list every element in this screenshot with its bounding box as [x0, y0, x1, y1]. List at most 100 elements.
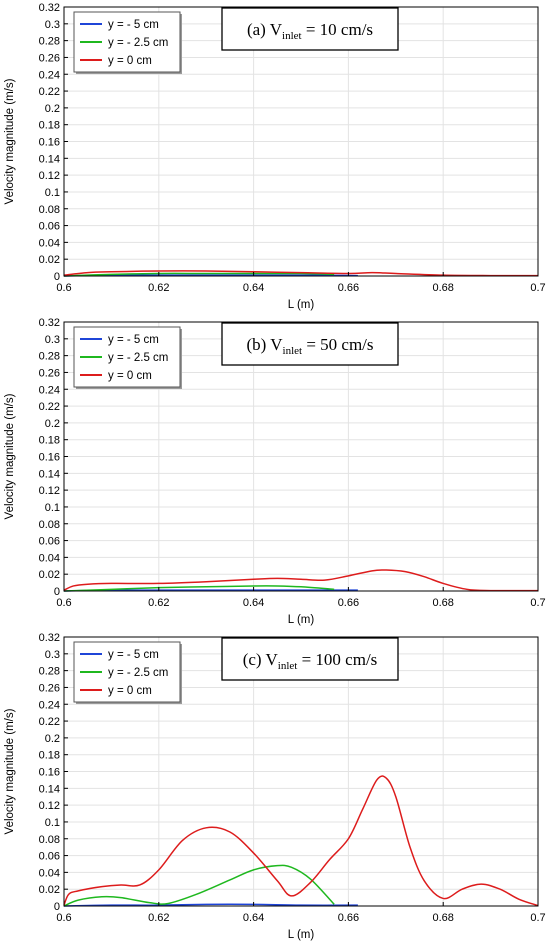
- series-line-3: [63, 569, 539, 592]
- x-tick-label: 0.6: [56, 912, 71, 924]
- y-tick-label: 0.1: [45, 187, 60, 199]
- legend-label-1: y = - 5 cm: [108, 649, 159, 661]
- y-tick-label: 0.02: [39, 884, 60, 896]
- y-tick-label: 0.24: [39, 384, 60, 396]
- legend-label-2: y = - 2.5 cm: [108, 352, 168, 364]
- y-tick-label: 0: [54, 901, 60, 913]
- y-tick-label: 0.06: [39, 851, 60, 863]
- annotation-prefix: (b) V: [246, 335, 283, 354]
- chart-a-svg: 0.6 0.62 0.64 0.66 0.68 0.7 0 0.02 0.04 0.06 0.08 0…: [4, 2, 546, 311]
- y-tick-label: 0: [54, 271, 60, 283]
- y-tick-label: 0.04: [39, 237, 60, 249]
- y-tick-label: 0.1: [45, 817, 60, 829]
- y-tick-label: 0.1: [45, 502, 60, 514]
- y-tick-label: 0.32: [39, 317, 60, 329]
- y-axis-label: Velocity magnitude (m/s): [4, 708, 16, 834]
- y-tick-label: 0.3: [45, 19, 60, 31]
- annotation-text: (c) Vinlet = 100 cm/s: [243, 650, 378, 672]
- y-tick-label: 0.14: [39, 153, 60, 165]
- legend-label-3: y = 0 cm: [108, 55, 152, 67]
- y-tick-label: 0.32: [39, 2, 60, 14]
- y-tick-label: 0.24: [39, 69, 60, 81]
- y-tick-label: 0.02: [39, 254, 60, 266]
- y-tick-label: 0.16: [39, 767, 60, 779]
- x-tick-label: 0.66: [338, 282, 359, 294]
- y-tick-label: 0.08: [39, 834, 60, 846]
- series-line-3: [63, 775, 539, 907]
- y-tick-label: 0.26: [39, 367, 60, 379]
- y-tick-label: 0.14: [39, 468, 60, 480]
- x-tick-label: 0.66: [338, 597, 359, 609]
- legend-label-1: y = - 5 cm: [108, 19, 159, 31]
- y-tick-label: 0.08: [39, 519, 60, 531]
- y-tick-label: 0: [54, 586, 60, 598]
- chart-c-svg: 0.6 0.62 0.64 0.66 0.68 0.7 0 0.02 0.04 0.06 0.08 0…: [4, 632, 546, 941]
- y-tick-label: 0.06: [39, 536, 60, 548]
- y-axis-label: Velocity magnitude (m/s): [4, 78, 16, 204]
- x-tick-label: 0.68: [432, 912, 453, 924]
- legend-label-3: y = 0 cm: [108, 685, 152, 697]
- y-tick-label: 0.18: [39, 120, 60, 132]
- annotation-prefix: (a) V: [247, 20, 283, 39]
- x-tick-label: 0.64: [243, 282, 264, 294]
- series-line-2: [63, 272, 335, 277]
- y-tick-label: 0.12: [39, 485, 60, 497]
- y-tick-label: 0.04: [39, 552, 60, 564]
- annotation-box: [221, 637, 399, 681]
- y-tick-label: 0.02: [39, 569, 60, 581]
- annotation-text: (a) Vinlet = 10 cm/s: [247, 20, 373, 42]
- y-tick-label: 0.06: [39, 221, 60, 233]
- x-axis-label: L (m): [288, 929, 315, 941]
- annotation-suffix: = 100 cm/s: [297, 650, 377, 669]
- x-axis-label: L (m): [288, 299, 315, 311]
- annotation-suffix: = 10 cm/s: [302, 20, 373, 39]
- y-tick-label: 0.26: [39, 52, 60, 64]
- series-line-2: [63, 585, 335, 592]
- x-tick-label: 0.7: [530, 597, 545, 609]
- chart-panel-c: 0.6 0.62 0.64 0.66 0.68 0.7 0 0.02 0.04 0.06 0.08 0…: [0, 630, 550, 946]
- y-tick-label: 0.18: [39, 750, 60, 762]
- annotation-subscript: inlet: [282, 30, 302, 42]
- y-tick-label: 0.14: [39, 783, 60, 795]
- annotation-box: [221, 7, 399, 51]
- y-tick-label: 0.2: [45, 418, 60, 430]
- y-tick-label: 0.22: [39, 716, 60, 728]
- legend-label-3: y = 0 cm: [108, 370, 152, 382]
- chart-panel-a: 0.6 0.62 0.64 0.66 0.68 0.7 0 0.02 0.04 0.06 0.08 0…: [0, 0, 550, 316]
- y-tick-label: 0.16: [39, 452, 60, 464]
- chart-panel-b: 0.6 0.62 0.64 0.66 0.68 0.7 0 0.02 0.04 0.06 0.08 0…: [0, 315, 550, 631]
- y-tick-label: 0.08: [39, 204, 60, 216]
- y-tick-label: 0.28: [39, 666, 60, 678]
- y-axis-label: Velocity magnitude (m/s): [4, 393, 16, 519]
- y-tick-label: 0.2: [45, 733, 60, 745]
- x-tick-label: 0.64: [243, 597, 264, 609]
- y-tick-label: 0.2: [45, 103, 60, 115]
- annotation-subscript: inlet: [283, 345, 303, 357]
- x-axis-label: L (m): [288, 614, 315, 626]
- x-tick-label: 0.62: [148, 597, 169, 609]
- y-tick-label: 0.22: [39, 401, 60, 413]
- x-tick-label: 0.68: [432, 597, 453, 609]
- annotation-text: (b) Vinlet = 50 cm/s: [246, 335, 373, 357]
- annotation-subscript: inlet: [278, 660, 298, 672]
- x-tick-label: 0.64: [243, 912, 264, 924]
- y-tick-label: 0.18: [39, 435, 60, 447]
- y-tick-label: 0.26: [39, 682, 60, 694]
- x-tick-label: 0.66: [338, 912, 359, 924]
- x-tick-label: 0.7: [530, 912, 545, 924]
- legend-box: [73, 641, 181, 703]
- chart-b-svg: 0.6 0.62 0.64 0.66 0.68 0.7 0 0.02 0.04 0.06 0.08 0…: [4, 317, 546, 626]
- y-tick-label: 0.16: [39, 137, 60, 149]
- y-tick-label: 0.32: [39, 632, 60, 644]
- y-tick-label: 0.3: [45, 649, 60, 661]
- legend-label-1: y = - 5 cm: [108, 334, 159, 346]
- y-tick-label: 0.04: [39, 867, 60, 879]
- series-line-1: [63, 274, 358, 277]
- annotation-prefix: (c) V: [243, 650, 279, 669]
- y-tick-label: 0.12: [39, 170, 60, 182]
- legend-label-2: y = - 2.5 cm: [108, 37, 168, 49]
- y-tick-label: 0.24: [39, 699, 60, 711]
- x-tick-label: 0.62: [148, 912, 169, 924]
- x-tick-label: 0.7: [530, 282, 545, 294]
- x-tick-label: 0.6: [56, 597, 71, 609]
